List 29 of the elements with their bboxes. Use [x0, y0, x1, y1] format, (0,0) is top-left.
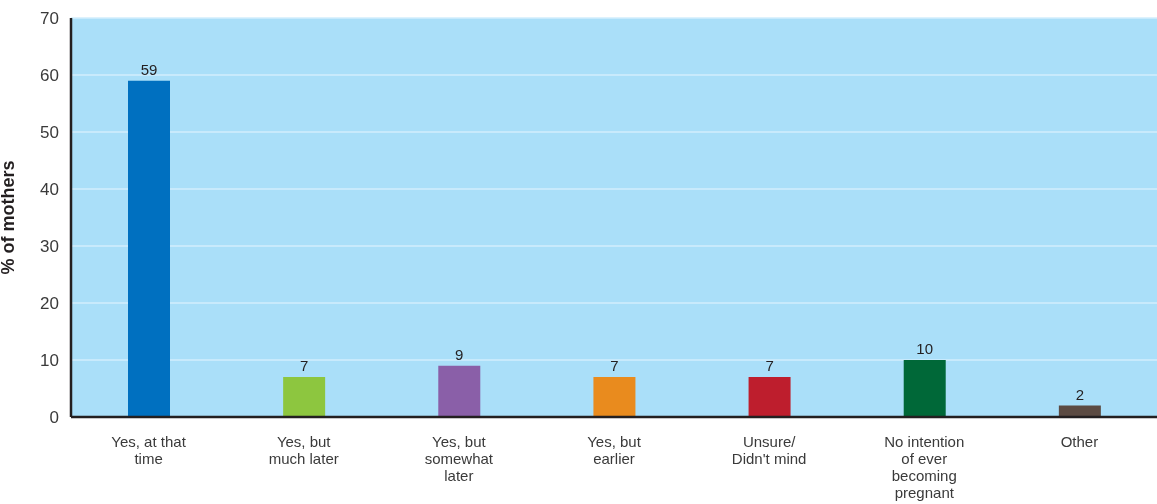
- x-tick-label: Yes, at that time: [111, 433, 187, 467]
- data-label: 2: [1075, 385, 1085, 403]
- x-tick-label: Unsure/ Didn't mind: [731, 433, 807, 467]
- x-tick-label: Yes, but somewhat later: [424, 433, 494, 484]
- x-tick-label: Other: [1060, 433, 1099, 450]
- y-tick-label: 40: [40, 180, 59, 200]
- y-tick-label: 60: [40, 66, 59, 86]
- data-label: 59: [140, 60, 158, 78]
- y-tick-label: 10: [40, 351, 59, 371]
- y-axis-title: % of mothers: [0, 160, 19, 275]
- y-tick-label: 30: [40, 237, 59, 257]
- y-tick-label: 20: [40, 294, 59, 314]
- y-tick-label: 70: [40, 9, 59, 29]
- data-label: 7: [765, 357, 774, 375]
- data-label: 7: [610, 357, 619, 375]
- data-label: 7: [299, 357, 309, 375]
- y-tick-label: 0: [49, 408, 59, 428]
- bar: [593, 377, 636, 417]
- y-tick-label: 50: [40, 123, 59, 143]
- data-label: 10: [916, 340, 934, 357]
- bar: [748, 377, 791, 417]
- bar: [128, 80, 170, 417]
- bar: [283, 377, 326, 417]
- data-label: 9: [455, 345, 464, 363]
- x-tick-label: Yes, but much later: [268, 433, 339, 467]
- x-tick-label: No intention of ever becoming pregnant: [884, 433, 965, 501]
- bar: [903, 360, 946, 417]
- bar: [438, 365, 481, 417]
- x-tick-label: Yes, but earlier: [587, 433, 642, 467]
